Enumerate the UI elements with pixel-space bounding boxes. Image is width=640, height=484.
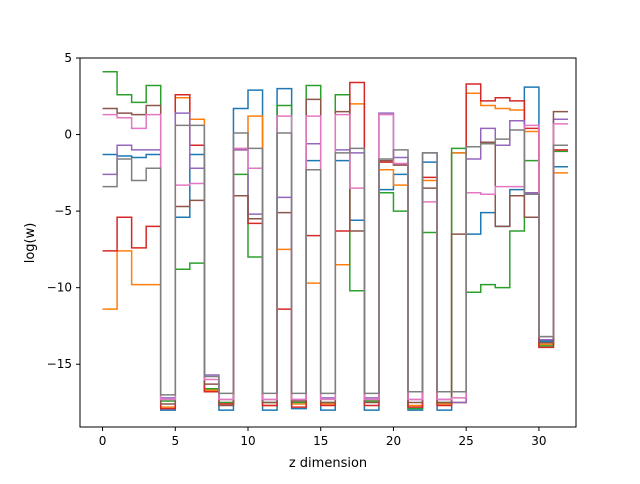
x-tick-label: 25 [459,434,474,448]
x-tick-label: 20 [386,434,401,448]
y-tick-label: −10 [47,281,72,295]
y-tick-label: −15 [47,357,72,371]
y-tick-label: 0 [64,128,72,142]
x-tick-label: 30 [531,434,546,448]
y-axis-label: log(w) [23,223,38,264]
plot-frame [79,57,577,428]
y-axis: 5 0 −5 −10 −15 [47,51,80,371]
x-tick-label: 10 [240,434,255,448]
x-axis-label: z dimension [289,456,367,471]
x-tick-label: 15 [313,434,328,448]
series-line-7 [102,113,568,401]
y-tick-label: −5 [54,204,72,218]
y-tick-label: 5 [64,51,72,65]
x-axis: 0 5 10 15 20 25 30 [99,427,547,448]
x-tick-label: 0 [99,434,107,448]
series-line-8 [102,124,568,396]
x-tick-label: 5 [171,434,179,448]
series-layer [102,71,568,411]
